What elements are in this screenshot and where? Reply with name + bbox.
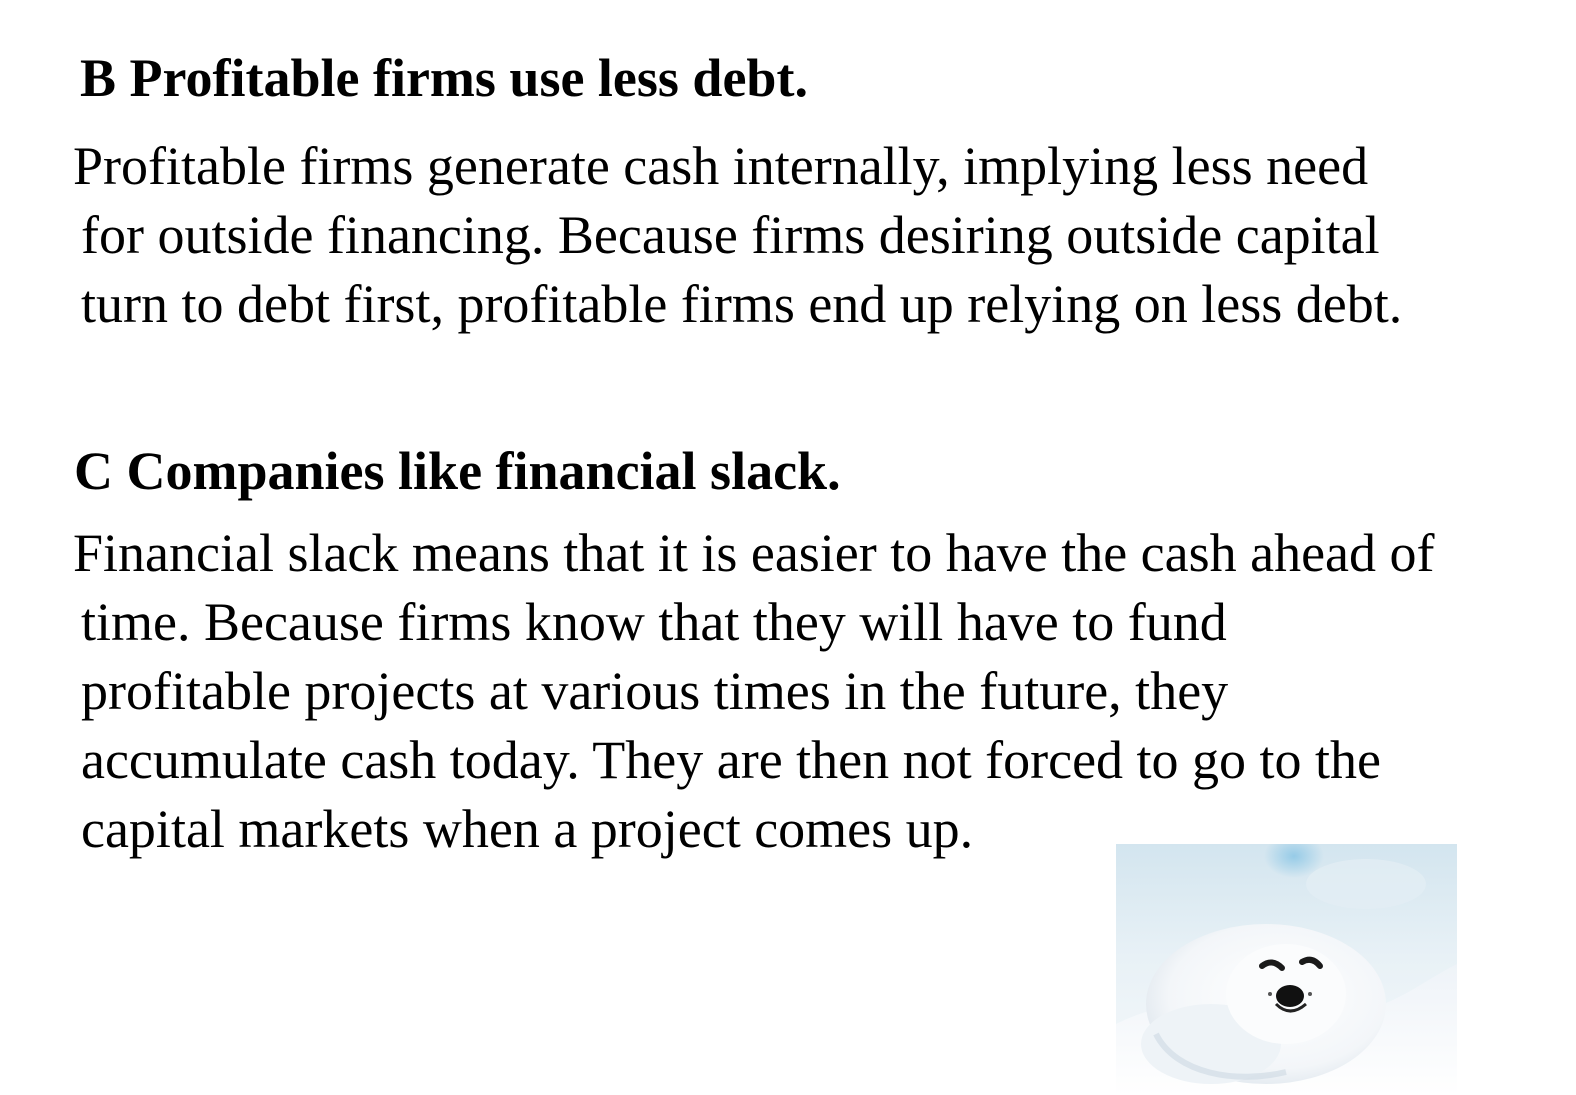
seal-pup-icon <box>1116 844 1457 1095</box>
section-c-line: accumulate cash today. They are then not… <box>81 730 1382 790</box>
section-c-line: time. Because firms know that they will … <box>81 592 1227 652</box>
section-b-line: turn to debt first, profitable firms end… <box>81 274 1403 334</box>
section-b-heading: B Profitable firms use less debt. <box>80 48 808 108</box>
section-c-line: capital markets when a project comes up. <box>81 799 974 859</box>
section-c-line: profitable projects at various times in … <box>81 661 1229 721</box>
section-c-line: Financial slack means that it is easier … <box>73 523 1435 583</box>
section-b-line: for outside financing. Because firms des… <box>81 205 1380 265</box>
seal-pup-photo <box>1116 844 1457 1095</box>
section-b-line: Profitable firms generate cash internall… <box>73 136 1369 196</box>
section-c-heading: C Companies like financial slack. <box>74 441 841 501</box>
